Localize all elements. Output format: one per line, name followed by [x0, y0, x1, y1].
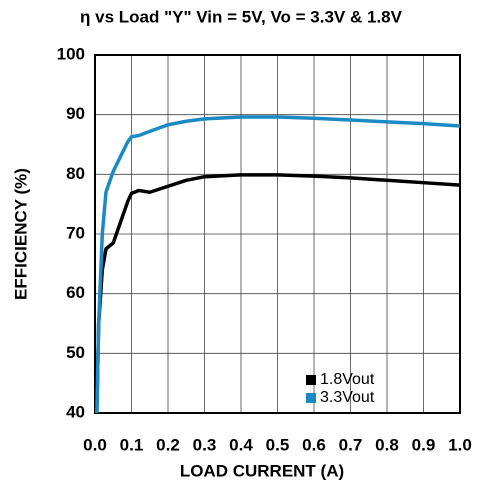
y-tick-label: 80	[66, 164, 85, 183]
legend-swatch	[306, 375, 316, 385]
y-tick-label: 40	[66, 402, 85, 421]
x-tick-label: 0.0	[83, 435, 107, 454]
y-tick-label: 100	[57, 44, 85, 63]
series-line	[95, 173, 461, 414]
y-tick-label: 50	[66, 343, 85, 362]
x-tick-label: 0.3	[193, 435, 217, 454]
x-axis-label: LOAD CURRENT (A)	[180, 461, 344, 480]
x-tick-label: 1.0	[448, 435, 472, 454]
x-tick-label: 0.1	[120, 435, 144, 454]
x-tick-label: 0.9	[412, 435, 436, 454]
x-tick-label: 0.5	[266, 435, 290, 454]
y-tick-label: 90	[66, 104, 85, 123]
chart-title: η vs Load "Y" Vin = 5V, Vo = 3.3V & 1.8V	[80, 7, 403, 26]
legend-label: 1.8Vout	[320, 371, 375, 388]
x-tick-label: 0.8	[375, 435, 399, 454]
legend-label: 3.3Vout	[320, 389, 375, 406]
y-tick-label: 70	[66, 223, 85, 242]
x-tick-label: 0.2	[156, 435, 180, 454]
x-tick-label: 0.4	[229, 435, 253, 454]
y-tick-label: 60	[66, 283, 85, 302]
plot-border	[94, 54, 461, 414]
series-line	[95, 115, 461, 414]
x-tick-label: 0.6	[302, 435, 326, 454]
legend-swatch	[306, 393, 316, 403]
x-tick-label: 0.7	[339, 435, 363, 454]
y-axis-label: EFFICIENCY (%)	[11, 168, 30, 300]
